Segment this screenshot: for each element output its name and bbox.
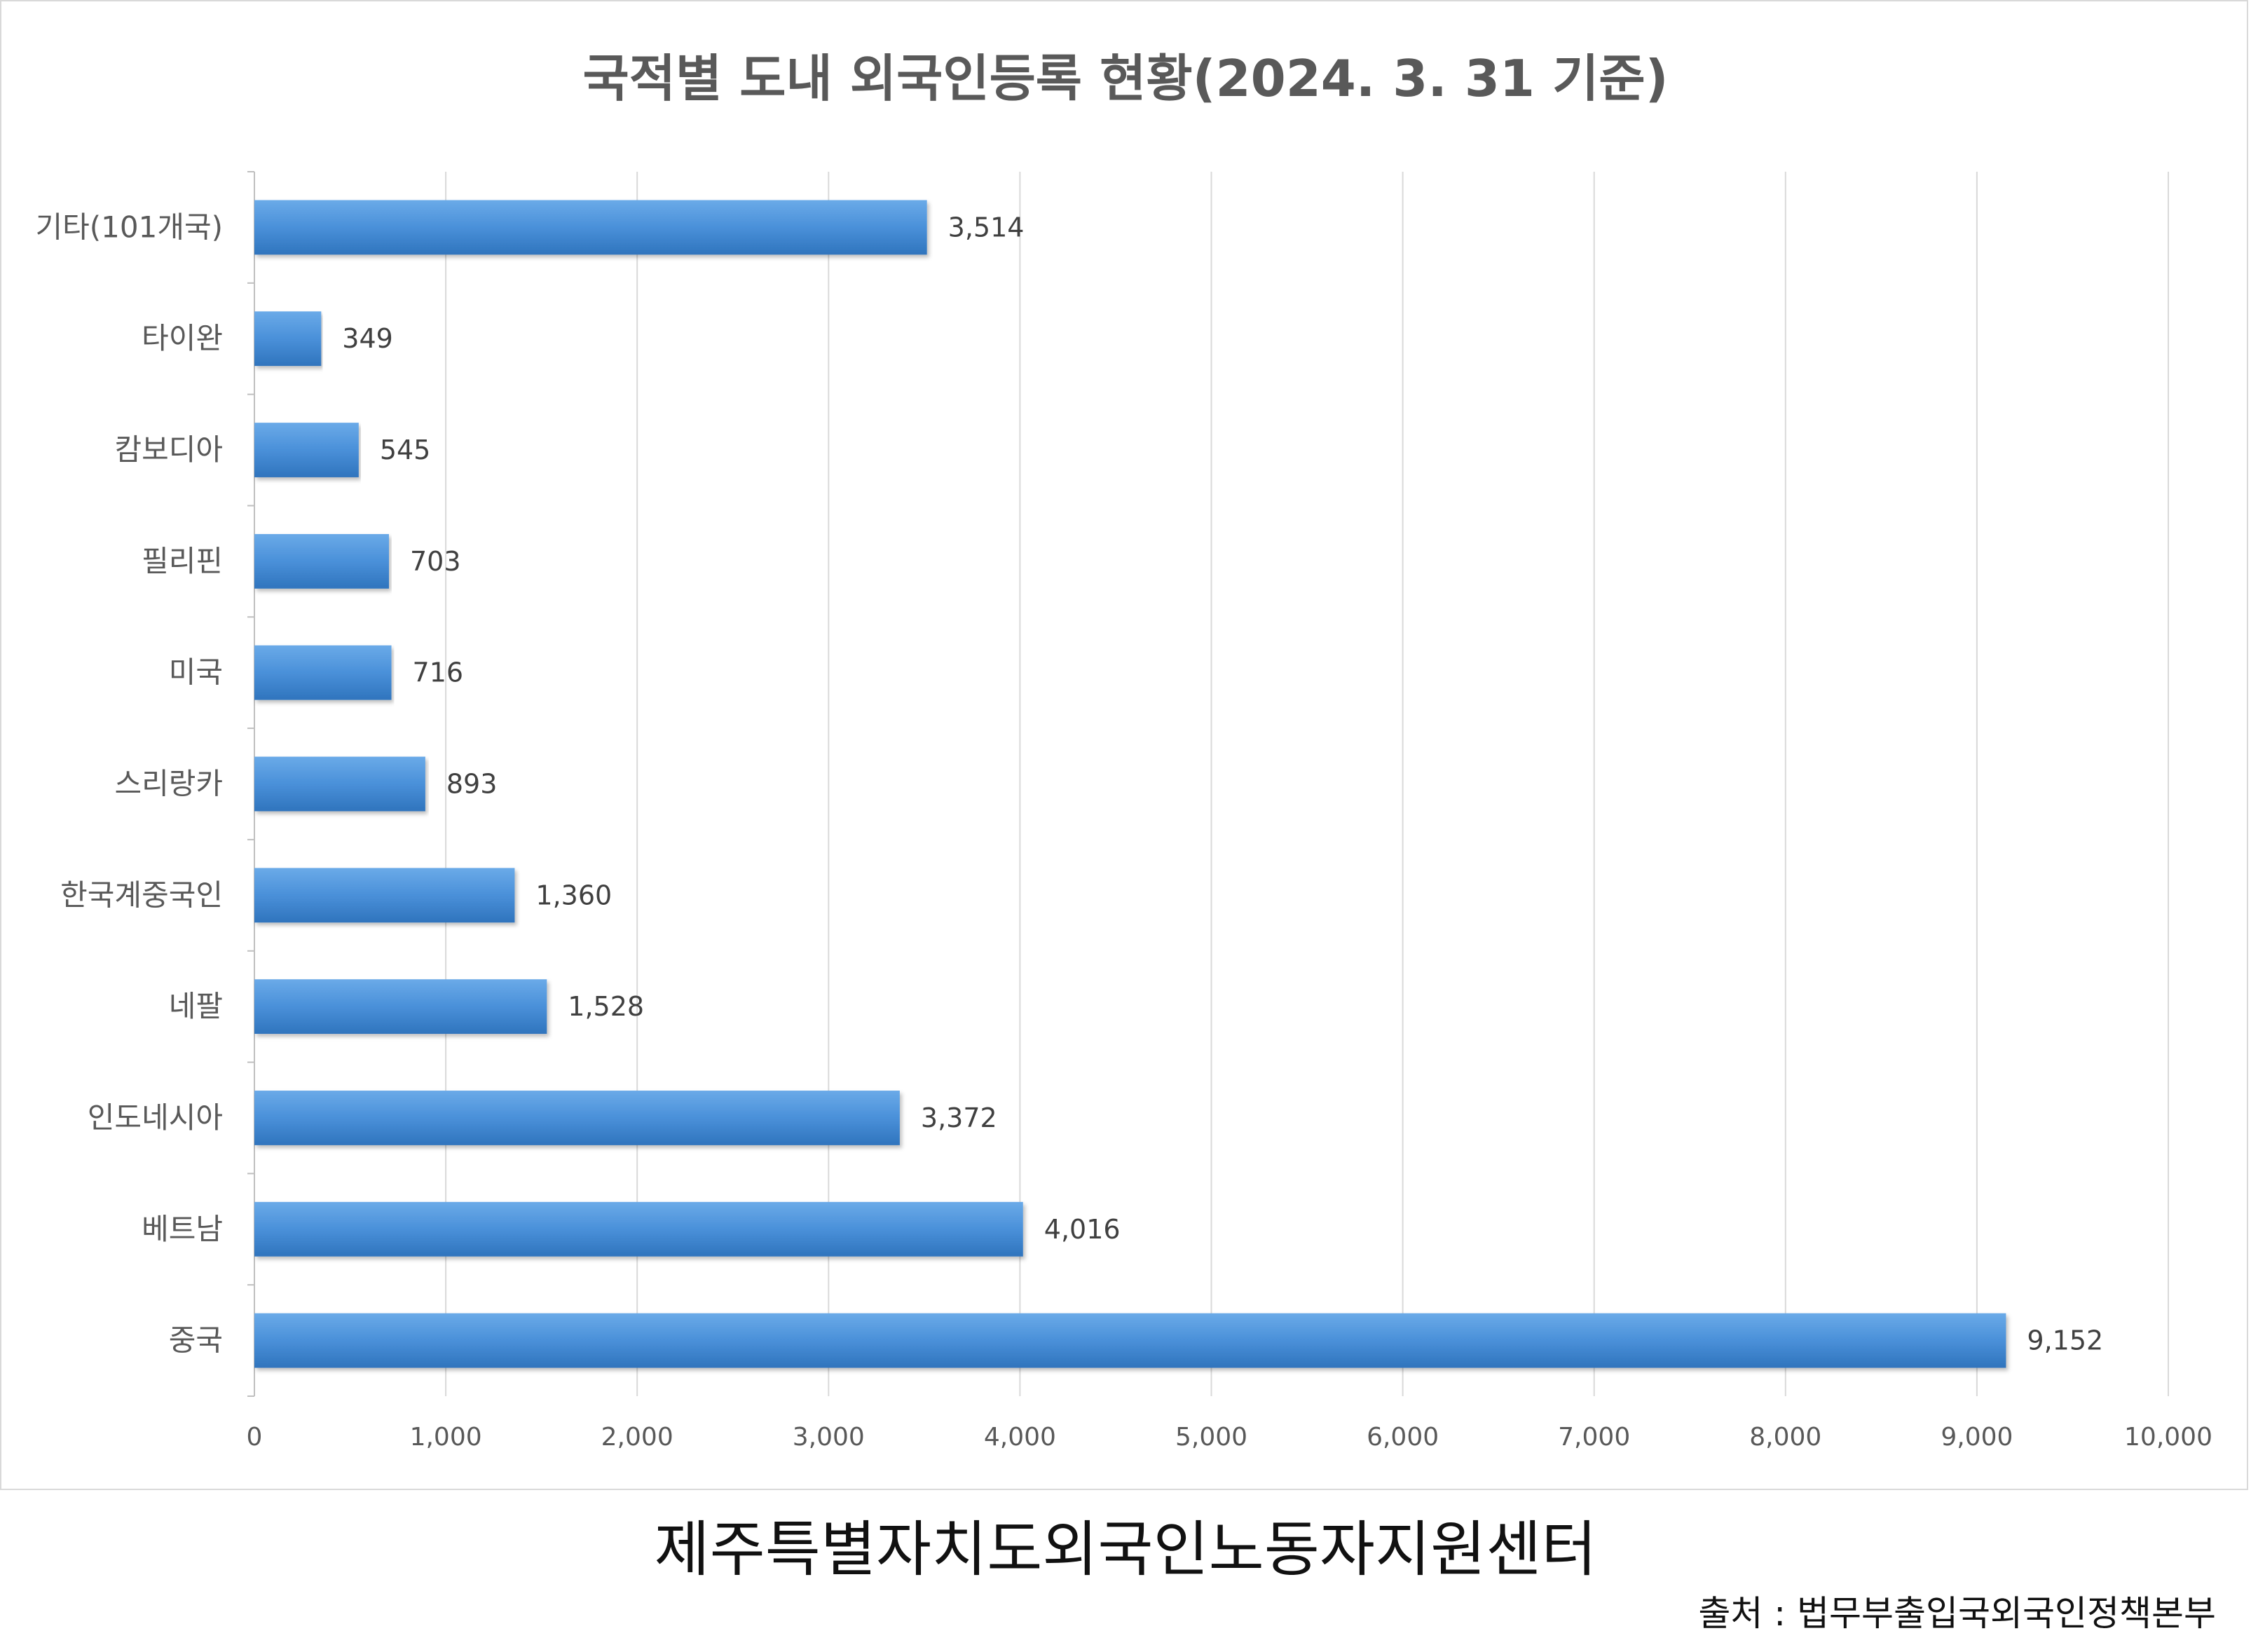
bar bbox=[254, 979, 547, 1035]
footer-source: 출처 : 법무부출입국외국인정책본부 bbox=[1698, 1593, 2216, 1634]
bar bbox=[254, 1313, 2006, 1368]
bar bbox=[254, 756, 425, 812]
bar bbox=[254, 868, 515, 923]
x-tick-label: 7,000 bbox=[1558, 1423, 1630, 1452]
data-label: 3,372 bbox=[921, 1103, 997, 1133]
data-label: 1,360 bbox=[535, 880, 612, 910]
bar bbox=[254, 533, 389, 589]
labels: 0 1,000 2,000 3,000 4,000 5,000 6,000 7,000 8,00… bbox=[36, 210, 2212, 1452]
x-tick-label: 6,000 bbox=[1367, 1423, 1439, 1452]
data-label: 3,514 bbox=[948, 212, 1025, 243]
category-label: 기타(101개국) bbox=[36, 210, 224, 244]
category-label: 중국 bbox=[169, 1323, 223, 1358]
data-label: 4,016 bbox=[1044, 1214, 1121, 1245]
x-tick-label: 2,000 bbox=[601, 1423, 673, 1452]
data-label: 716 bbox=[413, 657, 464, 688]
bar bbox=[254, 200, 927, 255]
category-label: 한국계중국인 bbox=[60, 878, 223, 912]
axes bbox=[247, 171, 255, 1397]
data-label: 9,152 bbox=[2027, 1325, 2103, 1356]
data-label: 1,528 bbox=[568, 991, 644, 1022]
bar-chart: 국적별 도내 외국인등록 현황(2024. 3. 31 기준) 0 1,000 2,… bbox=[36, 49, 2212, 1452]
bar bbox=[254, 1091, 900, 1145]
x-tick-label: 9,000 bbox=[1941, 1423, 2013, 1452]
footer-organization: 제주특별자치도외국인노동자지원센터 bbox=[654, 1515, 1597, 1585]
category-label: 타이완 bbox=[142, 321, 223, 355]
x-tick-label: 10,000 bbox=[2124, 1423, 2212, 1452]
bar bbox=[254, 423, 359, 477]
category-label: 필리핀 bbox=[142, 544, 223, 578]
bar bbox=[254, 311, 322, 367]
x-tick-label: 8,000 bbox=[1749, 1423, 1821, 1452]
category-label: 베트남 bbox=[142, 1212, 223, 1246]
x-tick-label: 0 bbox=[247, 1423, 263, 1452]
data-label: 893 bbox=[446, 769, 498, 800]
gridlines bbox=[445, 172, 2169, 1396]
x-tick-label: 1,000 bbox=[410, 1423, 482, 1452]
x-tick-label: 4,000 bbox=[984, 1423, 1056, 1452]
category-label: 인도네시아 bbox=[88, 1100, 223, 1135]
data-label: 349 bbox=[342, 323, 393, 354]
category-label: 미국 bbox=[169, 655, 223, 690]
bar bbox=[254, 1201, 1023, 1257]
category-label: 네팔 bbox=[169, 989, 223, 1023]
x-tick-label: 3,000 bbox=[793, 1423, 865, 1452]
bar bbox=[254, 645, 392, 700]
chart-title: 국적별 도내 외국인등록 현황(2024. 3. 31 기준) bbox=[583, 49, 1669, 108]
category-label: 캄보디아 bbox=[114, 432, 223, 467]
data-label: 703 bbox=[410, 546, 461, 577]
bars bbox=[254, 200, 2006, 1368]
data-label: 545 bbox=[380, 435, 431, 465]
category-label: 스리랑카 bbox=[114, 767, 223, 801]
x-tick-label: 5,000 bbox=[1175, 1423, 1247, 1452]
chart-frame: 국적별 도내 외국인등록 현황(2024. 3. 31 기준) 0 1,000 2,… bbox=[0, 0, 2248, 1490]
